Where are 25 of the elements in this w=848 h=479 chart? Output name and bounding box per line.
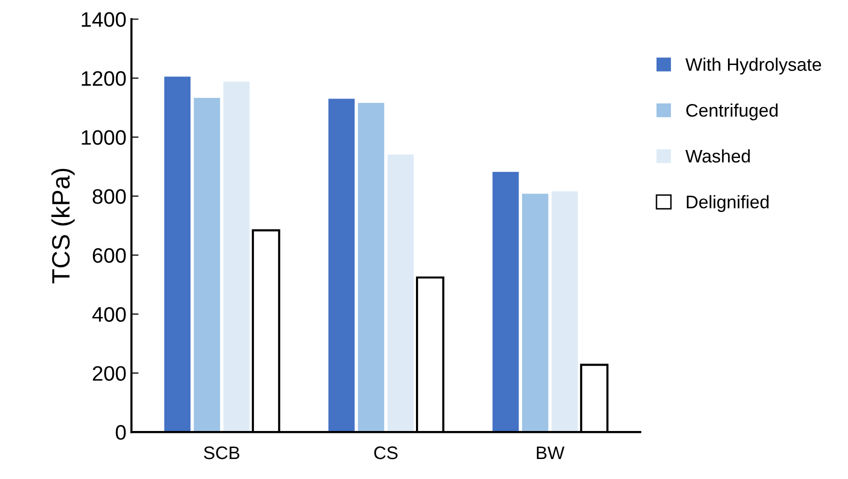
y-tick-label: 800 bbox=[92, 189, 126, 204]
x-tick-label: CS bbox=[374, 446, 398, 460]
bar bbox=[328, 98, 355, 432]
bar bbox=[194, 98, 220, 432]
y-tick-label: 0 bbox=[116, 425, 126, 440]
legend-label: Delignified bbox=[686, 195, 769, 212]
y-axis-title: TCS (kPa) bbox=[51, 168, 75, 284]
x-tick-label: BW bbox=[536, 446, 564, 460]
bar bbox=[552, 191, 578, 432]
y-tick-label: 600 bbox=[92, 248, 126, 263]
y-tick-label: 1400 bbox=[82, 12, 126, 27]
legend-label: Centrifuged bbox=[686, 103, 778, 120]
y-tick-label: 200 bbox=[92, 366, 126, 381]
y-tick-label: 400 bbox=[92, 307, 126, 322]
bar bbox=[522, 194, 548, 432]
bar bbox=[492, 172, 519, 432]
bar bbox=[358, 102, 384, 432]
x-tick-label: SCB bbox=[204, 446, 240, 460]
bar bbox=[223, 82, 250, 432]
legend-label: Washed bbox=[685, 149, 750, 163]
y-tick-label: 1000 bbox=[82, 130, 126, 145]
bar bbox=[164, 76, 191, 432]
y-tick-label: 1200 bbox=[82, 71, 126, 86]
bar bbox=[387, 154, 414, 432]
legend-label: With Hydrolysate bbox=[685, 58, 822, 75]
